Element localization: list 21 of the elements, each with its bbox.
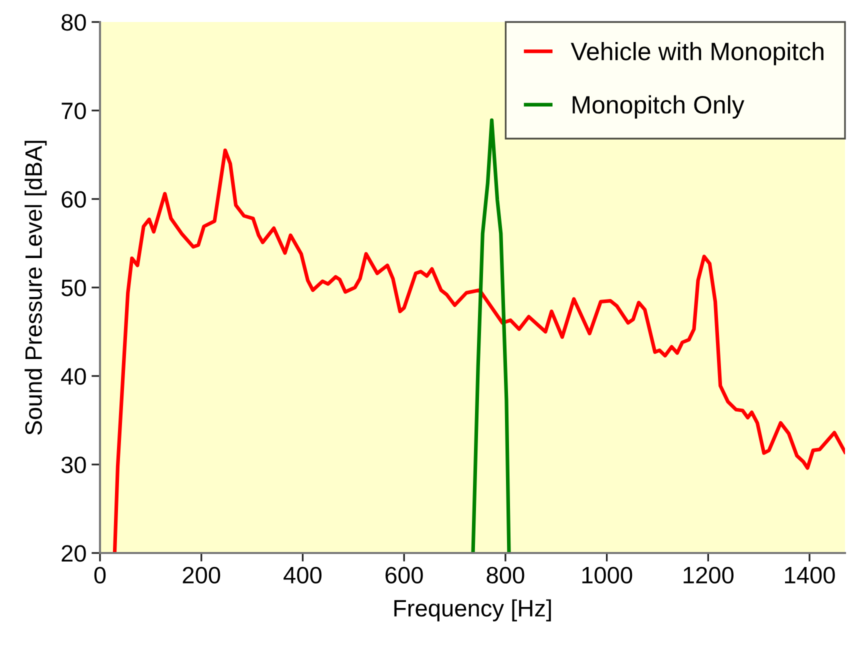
y-tick-label: 40 — [61, 368, 86, 385]
y-tick-label: 70 — [62, 102, 86, 120]
x-tick-label: 1200 — [684, 566, 734, 584]
x-tick-label: 1000 — [582, 566, 632, 584]
y-tick-label: 80 — [62, 14, 86, 31]
y-tick-label: 30 — [61, 456, 86, 474]
x-tick-label: 600 — [386, 566, 423, 584]
x-tick-label: 200 — [182, 566, 220, 584]
x-tick-label: 400 — [284, 566, 322, 584]
line-series — [471, 118, 511, 553]
x-tick-label: 800 — [486, 566, 524, 584]
y-tick-label: 20 — [62, 545, 86, 562]
y-tick-label: 60 — [62, 191, 86, 208]
x-tick-label: 1400 — [785, 566, 835, 584]
line-series — [112, 148, 845, 553]
x-tick-label: 0 — [94, 566, 106, 584]
y-axis-title: Sound Pressure Level [dBA] — [24, 140, 47, 435]
y-tick-label: 50 — [61, 280, 86, 296]
legend-label: Vehicle with Monopitch — [570, 42, 824, 66]
x-axis-title: Frequency [Hz] — [394, 599, 551, 622]
legend-label: Monopitch Only — [572, 95, 744, 119]
